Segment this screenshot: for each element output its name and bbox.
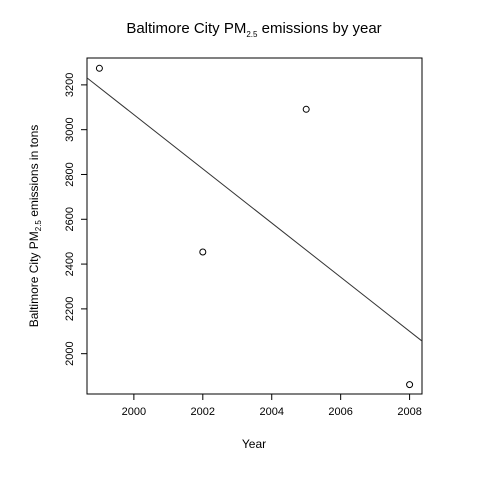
y-axis-label-post: emissions in tons [27,125,41,220]
y-tick-label: 2600 [64,207,76,231]
y-axis-label: Baltimore City PM2.5 emissions in tons [27,125,43,328]
data-point [302,105,310,113]
trend-line-group [86,77,423,342]
y-axis: 2000 2200 2400 2600 2800 3000 3200 [64,73,88,366]
y-axis-label-pre: Baltimore City PM [27,231,41,327]
x-tick-label: 2006 [328,406,352,418]
data-point [199,248,207,256]
data-points [95,64,414,389]
y-tick-label: 2800 [64,162,76,186]
y-tick-label: 3200 [64,73,76,97]
y-axis-label-sub: 2.5 [34,220,43,232]
x-tick-label: 2008 [397,406,421,418]
chart-title-post: emissions by year [257,20,381,37]
x-axis: 2000 2002 2004 2006 2008 [122,393,422,418]
data-point [406,381,414,389]
x-tick-label: 2002 [191,406,215,418]
y-tick-label: 3000 [64,117,76,141]
chart-title: Baltimore City PM2.5 emissions by year [126,20,381,39]
x-tick-label: 2004 [259,406,283,418]
x-tick-label: 2000 [122,406,146,418]
trend-line [86,77,423,342]
y-tick-label: 2400 [64,252,76,276]
chart-title-pre: Baltimore City PM [126,20,246,37]
y-tick-label: 2200 [64,297,76,321]
y-tick-label: 2000 [64,341,76,365]
data-point [95,64,103,72]
plot-frame [86,57,423,395]
chart-title-sub: 2.5 [246,30,258,39]
x-axis-label: Year [242,437,266,451]
